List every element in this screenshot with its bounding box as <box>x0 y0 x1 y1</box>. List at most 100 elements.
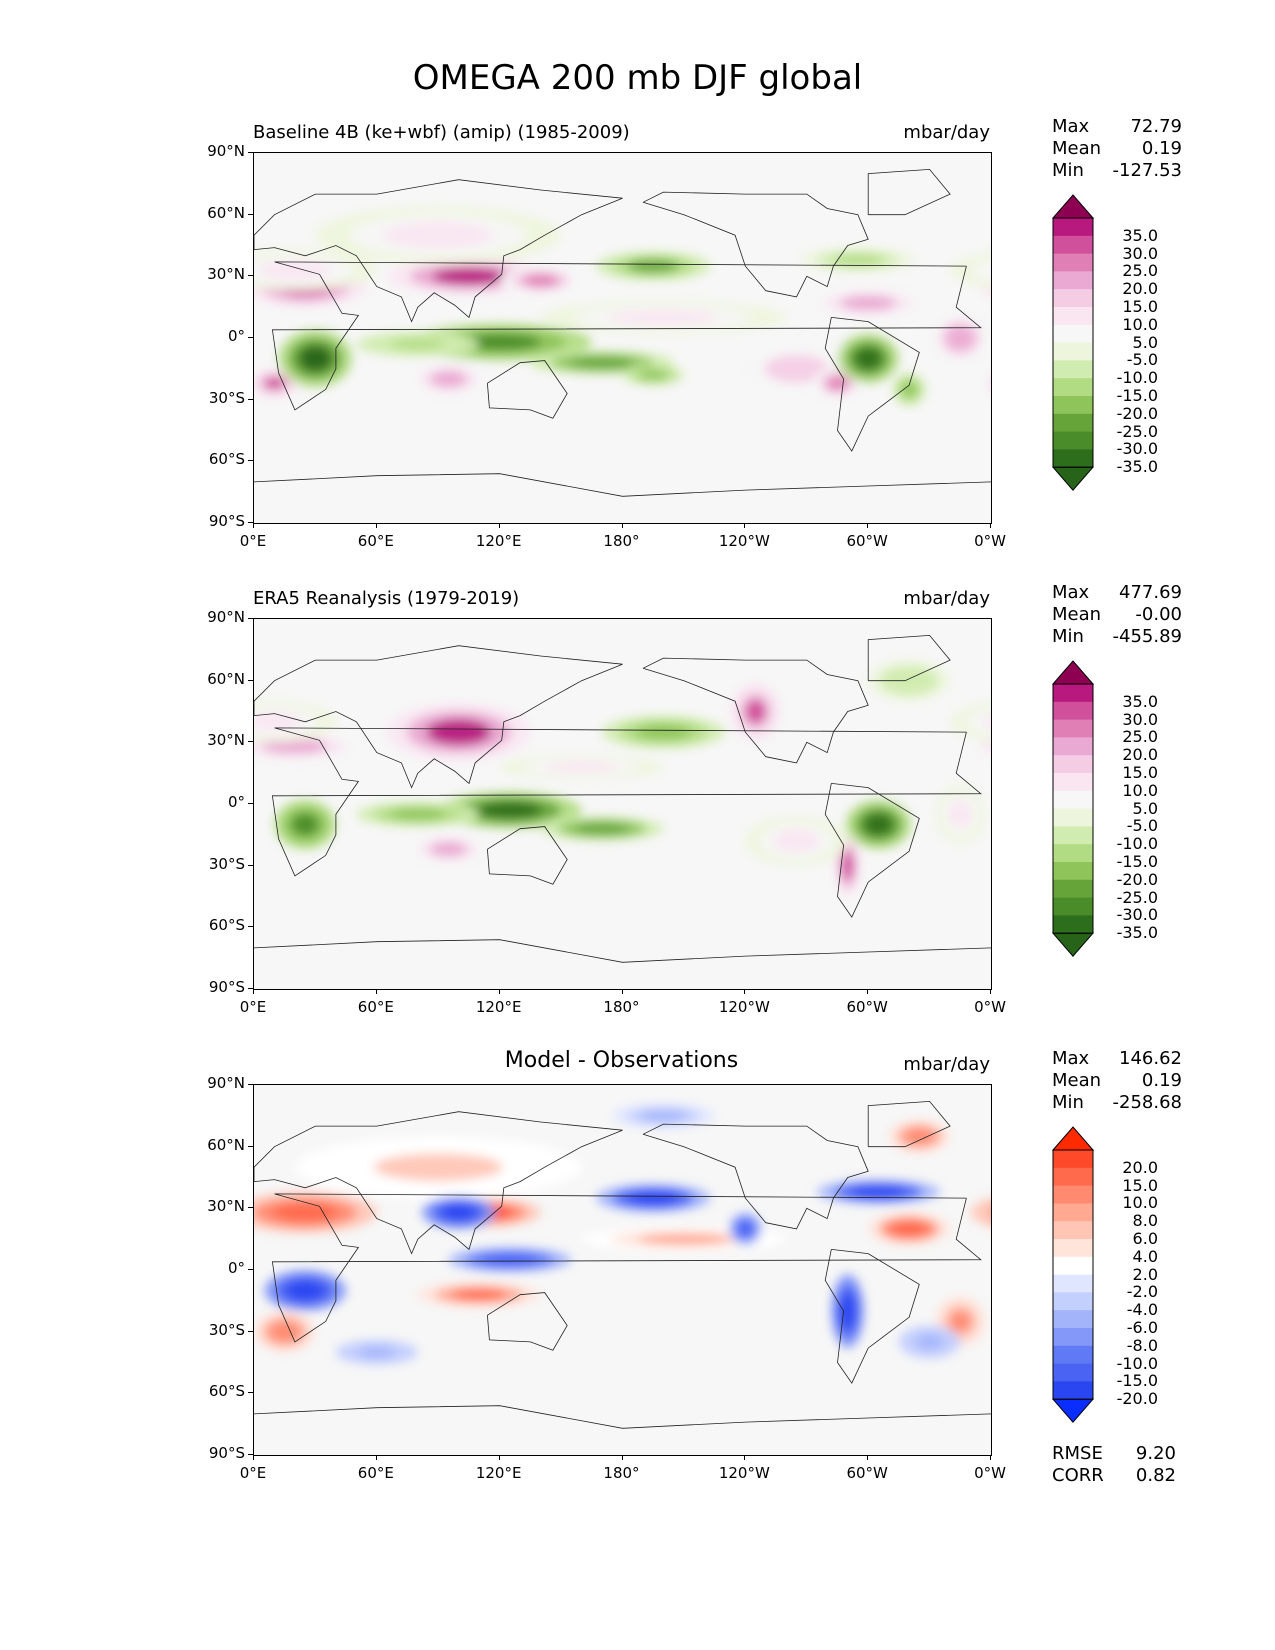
colorbar-tick-label: -10.0 <box>1116 834 1158 854</box>
field-blob <box>947 326 974 350</box>
colorbar-tick-label: -15.0 <box>1116 1371 1158 1391</box>
stat-value: 146.62 <box>1119 1048 1182 1069</box>
field-blob <box>905 1128 934 1144</box>
y-tick-mark <box>248 1454 253 1455</box>
map-svg <box>254 168 991 497</box>
y-tick-mark <box>248 398 253 400</box>
stat-min: Min -127.53 <box>1052 160 1182 182</box>
y-tick-label: 60°N <box>207 1135 245 1154</box>
colorbar-tick-label: -20.0 <box>1116 869 1158 889</box>
field-layer <box>254 660 991 897</box>
colorbar-swatch <box>1053 306 1093 326</box>
coastlines <box>254 168 991 497</box>
coastlines <box>254 1100 991 1429</box>
y-tick-label: 90°S <box>208 978 245 996</box>
coastline-path <box>487 360 568 419</box>
stat-label: Mean <box>1052 138 1102 159</box>
y-tick-label: 0° <box>227 1259 245 1277</box>
colorbar-tick-label: -10.0 <box>1116 1353 1158 1373</box>
coastline-path <box>254 1111 623 1255</box>
colorbar-swatch <box>1053 897 1093 916</box>
field-blob <box>373 1153 503 1182</box>
colorbar-swatch <box>1053 861 1093 881</box>
field-blob <box>432 268 506 285</box>
colorbar-tick-label: 5.0 <box>1132 798 1158 818</box>
x-tick-label: 60°W <box>846 1464 888 1482</box>
field-blob <box>270 1322 299 1341</box>
panel-title: Baseline 4B (ke+wbf) (amip) (1985-2009) <box>253 122 630 143</box>
x-tick-label: 120°W <box>718 1464 770 1482</box>
field-blob <box>980 739 991 754</box>
colorbar-svg <box>1052 194 1094 491</box>
x-tick-label: 60°E <box>357 998 394 1016</box>
field-blob <box>574 823 630 835</box>
y-tick-mark <box>248 275 253 277</box>
x-tick-label: 120°E <box>475 998 522 1016</box>
x-tick-mark <box>375 1455 377 1460</box>
x-tick-label: 0°W <box>974 532 1006 550</box>
colorbar-svg <box>1052 1126 1094 1423</box>
y-tick-label: 30°N <box>207 1197 245 1216</box>
map-plot-area <box>253 618 992 990</box>
field-blob <box>639 370 668 380</box>
field-blob <box>426 719 491 746</box>
y-tick-label: 30°N <box>207 265 245 284</box>
stat-value: 0.19 <box>1141 1070 1182 1091</box>
colorbar-swatch <box>1053 1167 1093 1187</box>
x-tick-label: 0°W <box>974 1464 1006 1482</box>
stat-value: -0.00 <box>1135 604 1182 625</box>
colorbar-swatch <box>1053 360 1093 379</box>
field-blob <box>430 841 467 857</box>
units-label: mbar/day <box>903 588 990 609</box>
colorbar-tick-label: 25.0 <box>1122 727 1158 747</box>
map-svg <box>254 1100 991 1429</box>
field-blob <box>569 357 635 369</box>
x-tick-label: 60°E <box>357 1464 394 1482</box>
coastline-path <box>254 1405 991 1429</box>
colorbar-tick-label: 10.0 <box>1122 314 1158 334</box>
colorbar-tick-label: 25.0 <box>1122 261 1158 281</box>
colorbar-tick-label: 2.0 <box>1132 1264 1158 1284</box>
colorbar-tick-label: -15.0 <box>1116 386 1158 405</box>
y-tick-label: 60°S <box>208 1382 245 1401</box>
coastline-path <box>271 727 982 877</box>
stat-value: 9.20 <box>1135 1443 1176 1465</box>
x-tick-label: 120°W <box>718 532 770 550</box>
colorbar-swatch <box>1053 755 1093 774</box>
field-blob <box>263 376 286 390</box>
field-blob <box>298 345 332 372</box>
coastline-path <box>867 634 951 682</box>
y-tick-label: 60°S <box>208 916 245 935</box>
y-tick-label: 90°N <box>207 1074 245 1092</box>
field-blob <box>901 381 917 397</box>
colorbar-swatch <box>1053 324 1093 344</box>
coastline-path <box>254 939 991 963</box>
map-plot-area <box>253 1084 992 1456</box>
colorbar-swatch <box>1053 378 1093 397</box>
colorbar-tick-label: -30.0 <box>1116 905 1158 925</box>
stat-value: 477.69 <box>1119 582 1182 603</box>
coastline-path <box>642 657 869 764</box>
colorbar-tick-label: -20.0 <box>1116 1389 1158 1409</box>
stat-label: Min <box>1052 626 1084 647</box>
field-blob <box>986 375 991 392</box>
x-tick-label: 180° <box>603 1464 640 1482</box>
colorbar-tick-label: 10.0 <box>1122 1193 1158 1213</box>
colorbar-tick-label: -2.0 <box>1126 1282 1158 1302</box>
colorbar-tick-label: -15.0 <box>1116 852 1158 871</box>
coastline-path <box>824 783 920 918</box>
colorbar-swatch <box>1053 701 1093 721</box>
field-blob <box>949 801 972 828</box>
x-tick-label: 60°E <box>357 532 394 550</box>
colorbar-swatch <box>1053 1310 1093 1329</box>
colorbar-swatch <box>1053 289 1093 308</box>
colorbar-tick-label: 35.0 <box>1122 225 1158 245</box>
field-blob <box>840 295 896 311</box>
field-blob <box>967 708 991 735</box>
stat-max: Max 72.79 <box>1052 116 1182 138</box>
colorbar-tick-label: -6.0 <box>1126 1318 1158 1337</box>
colorbar-swatch <box>1053 342 1093 361</box>
colorbar-swatch <box>1053 772 1093 792</box>
colorbar-frame <box>1052 1149 1094 1400</box>
field-blob <box>627 259 680 273</box>
